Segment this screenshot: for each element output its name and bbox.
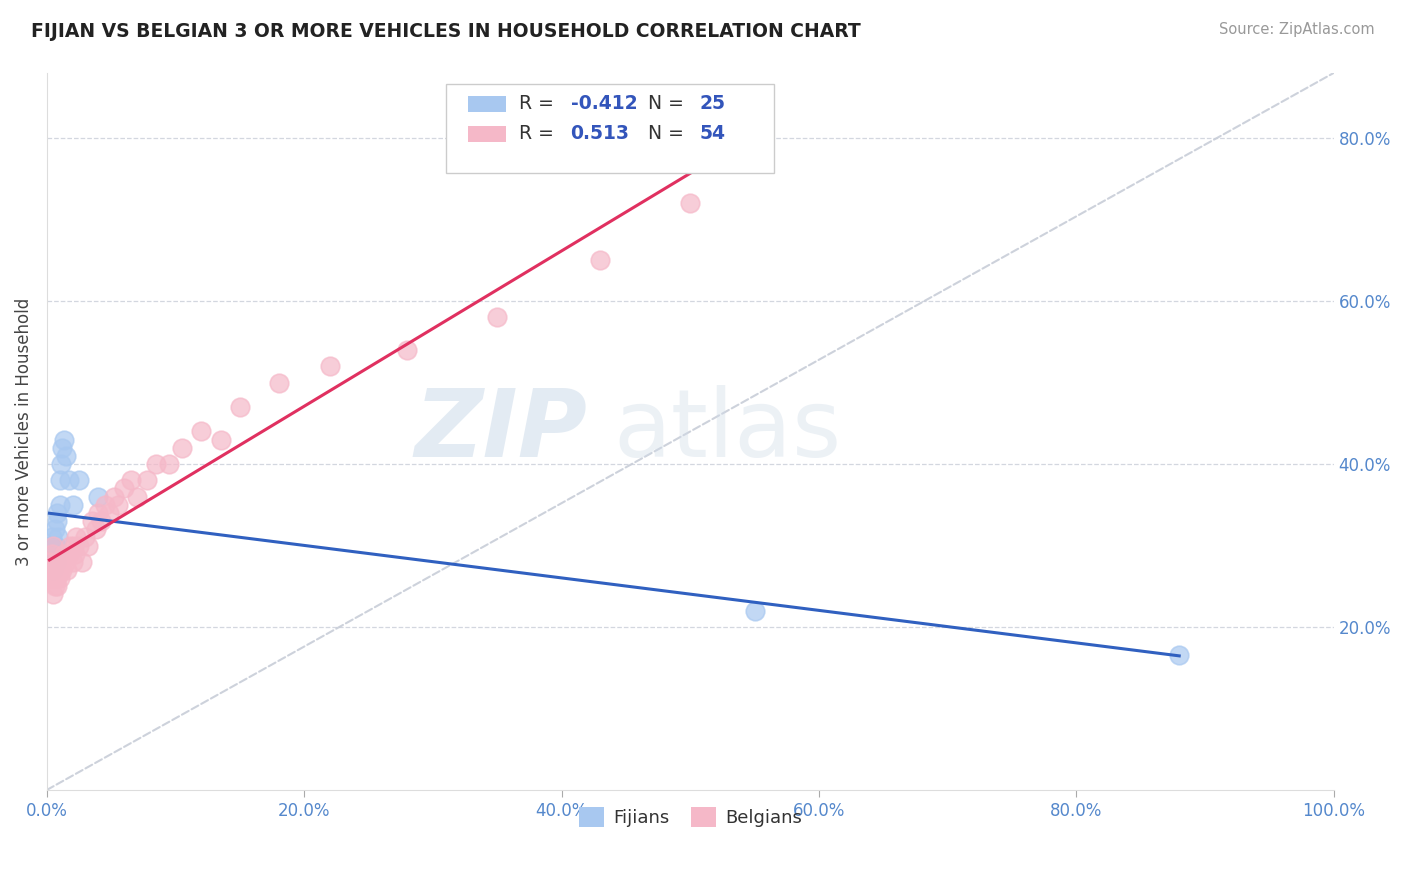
FancyBboxPatch shape bbox=[446, 84, 773, 173]
Point bbox=[45, 555, 67, 569]
Point bbox=[90, 514, 112, 528]
Point bbox=[46, 506, 69, 520]
Point bbox=[62, 555, 84, 569]
Point bbox=[120, 473, 142, 487]
Point bbox=[145, 457, 167, 471]
Text: 25: 25 bbox=[699, 95, 725, 113]
Point bbox=[84, 522, 107, 536]
Point bbox=[58, 473, 80, 487]
Point bbox=[267, 376, 290, 390]
Point bbox=[44, 563, 66, 577]
Point bbox=[157, 457, 180, 471]
Point bbox=[45, 555, 67, 569]
Text: R =: R = bbox=[519, 95, 560, 113]
Point bbox=[41, 547, 63, 561]
Point bbox=[44, 522, 66, 536]
Point bbox=[62, 498, 84, 512]
Point bbox=[48, 530, 70, 544]
Point bbox=[49, 563, 72, 577]
Point bbox=[45, 571, 67, 585]
Point bbox=[58, 547, 80, 561]
Point bbox=[190, 425, 212, 439]
Text: R =: R = bbox=[519, 124, 560, 144]
Point bbox=[87, 506, 110, 520]
Text: ZIP: ZIP bbox=[415, 385, 588, 477]
Point bbox=[59, 539, 82, 553]
Point bbox=[65, 530, 87, 544]
Point bbox=[49, 571, 72, 585]
Point bbox=[75, 530, 97, 544]
FancyBboxPatch shape bbox=[468, 126, 506, 142]
Point bbox=[80, 514, 103, 528]
Point bbox=[41, 563, 63, 577]
Text: N =: N = bbox=[648, 95, 690, 113]
Point bbox=[49, 555, 72, 569]
Point bbox=[42, 563, 65, 577]
Point bbox=[51, 441, 73, 455]
Text: FIJIAN VS BELGIAN 3 OR MORE VEHICLES IN HOUSEHOLD CORRELATION CHART: FIJIAN VS BELGIAN 3 OR MORE VEHICLES IN … bbox=[31, 22, 860, 41]
Point bbox=[55, 449, 77, 463]
Point bbox=[63, 547, 86, 561]
Text: atlas: atlas bbox=[613, 385, 841, 477]
Point bbox=[44, 547, 66, 561]
Point bbox=[67, 473, 90, 487]
Point bbox=[49, 457, 72, 471]
Point bbox=[63, 539, 86, 553]
Text: Source: ZipAtlas.com: Source: ZipAtlas.com bbox=[1219, 22, 1375, 37]
Point bbox=[70, 555, 93, 569]
Text: N =: N = bbox=[648, 124, 690, 144]
Point bbox=[51, 563, 73, 577]
Point bbox=[87, 490, 110, 504]
Y-axis label: 3 or more Vehicles in Household: 3 or more Vehicles in Household bbox=[15, 297, 32, 566]
Legend: Fijians, Belgians: Fijians, Belgians bbox=[571, 799, 810, 835]
Point bbox=[136, 473, 159, 487]
Point bbox=[39, 571, 62, 585]
Point bbox=[396, 343, 419, 357]
Point bbox=[38, 555, 60, 569]
Point bbox=[229, 400, 252, 414]
Point bbox=[97, 506, 120, 520]
Point bbox=[319, 359, 342, 374]
Point bbox=[48, 563, 70, 577]
Point bbox=[45, 539, 67, 553]
Text: 0.513: 0.513 bbox=[571, 124, 630, 144]
Point bbox=[55, 555, 77, 569]
Point bbox=[49, 498, 72, 512]
Text: -0.412: -0.412 bbox=[571, 95, 637, 113]
Point bbox=[170, 441, 193, 455]
Point bbox=[42, 539, 65, 553]
Point bbox=[67, 539, 90, 553]
Point bbox=[41, 530, 63, 544]
Point bbox=[38, 547, 60, 561]
Point bbox=[39, 539, 62, 553]
Point bbox=[679, 196, 702, 211]
Point bbox=[486, 310, 509, 325]
Point bbox=[52, 433, 75, 447]
Point bbox=[744, 604, 766, 618]
Point bbox=[107, 498, 129, 512]
Point bbox=[103, 490, 125, 504]
Point bbox=[125, 490, 148, 504]
Point bbox=[41, 555, 63, 569]
Point bbox=[1168, 648, 1191, 663]
Point bbox=[44, 579, 66, 593]
Point bbox=[112, 482, 135, 496]
FancyBboxPatch shape bbox=[468, 96, 506, 112]
Point bbox=[46, 514, 69, 528]
Point bbox=[42, 539, 65, 553]
Text: 54: 54 bbox=[699, 124, 725, 144]
Point bbox=[46, 571, 69, 585]
Point bbox=[42, 587, 65, 601]
Point bbox=[46, 579, 69, 593]
Point bbox=[209, 433, 232, 447]
Point bbox=[52, 547, 75, 561]
Point bbox=[589, 253, 612, 268]
Point bbox=[94, 498, 117, 512]
Point bbox=[77, 539, 100, 553]
Point bbox=[56, 563, 79, 577]
Point bbox=[49, 473, 72, 487]
